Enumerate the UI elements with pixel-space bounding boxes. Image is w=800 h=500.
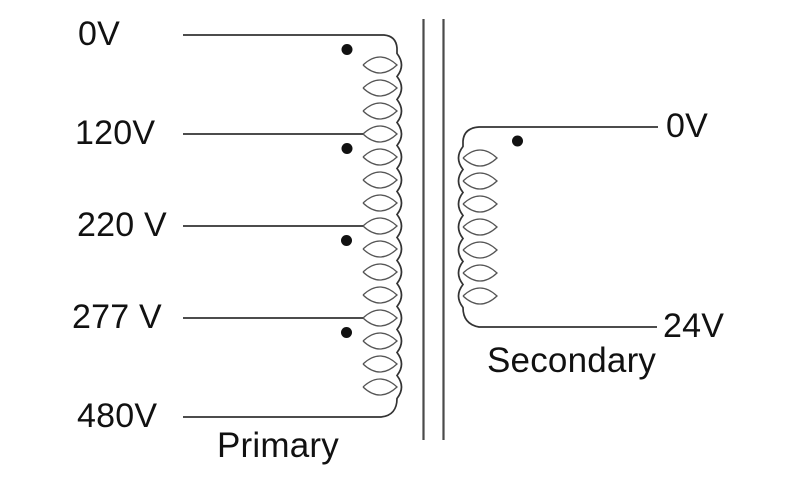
- label-primary-winding: Primary: [217, 426, 339, 465]
- secondary-winding-outline: [457, 126, 658, 328]
- label-primary-tap-480v: 480V: [77, 397, 158, 435]
- polarity-dot-primary-220v: [341, 235, 352, 246]
- primary-winding-outline: [183, 34, 403, 418]
- secondary-coil-turns: [462, 149, 498, 305]
- label-primary-tap-220v: 220 V: [77, 206, 167, 244]
- label-primary-tap-277v: 277 V: [72, 298, 162, 336]
- label-primary-tap-120v: 120V: [75, 114, 156, 152]
- primary-coil-turns: [362, 56, 398, 396]
- polarity-dot-primary-277v: [341, 327, 352, 338]
- polarity-dot-primary-120v: [341, 143, 353, 154]
- label-primary-tap-0v: 0V: [78, 15, 120, 53]
- label-secondary-winding: Secondary: [487, 341, 657, 380]
- label-secondary-terminal-0v: 0V: [666, 107, 708, 145]
- polarity-dot-primary-0v: [341, 44, 353, 55]
- label-secondary-terminal-24v: 24V: [663, 307, 725, 345]
- polarity-dot-secondary-0v: [512, 135, 523, 147]
